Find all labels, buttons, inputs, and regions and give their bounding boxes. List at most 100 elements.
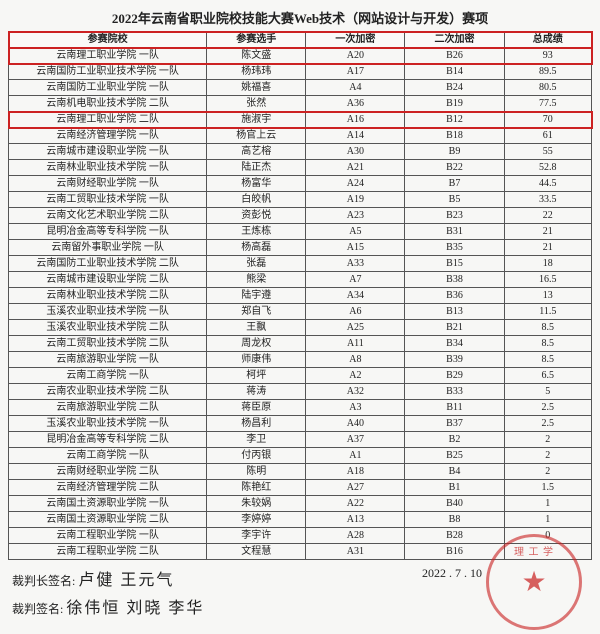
cell-e2: B24 <box>405 80 504 96</box>
cell-school: 云南文化艺术职业学院 二队 <box>9 208 207 224</box>
judge-label: 裁判签名: <box>12 602 63 616</box>
page-title: 2022年云南省职业院校技能大赛Web技术（网站设计与开发）赛项 <box>8 8 592 27</box>
table-row: 云南机电职业技术学院 二队张然A36B1977.5 <box>9 96 592 112</box>
cell-score: 2 <box>504 448 591 464</box>
cell-e1: A23 <box>306 208 405 224</box>
cell-e2: B28 <box>405 528 504 544</box>
cell-e1: A24 <box>306 176 405 192</box>
cell-score: 18 <box>504 256 591 272</box>
cell-score: 8.5 <box>504 336 591 352</box>
cell-school: 云南国防工业职业学院 一队 <box>9 80 207 96</box>
cell-player: 蒋涛 <box>207 384 306 400</box>
cell-e1: A28 <box>306 528 405 544</box>
cell-score: 33.5 <box>504 192 591 208</box>
cell-score: 21 <box>504 240 591 256</box>
cell-school: 云南财经职业学院 二队 <box>9 464 207 480</box>
cell-school: 云南工贸职业技术学院 一队 <box>9 192 207 208</box>
cell-school: 云南旅游职业学院 二队 <box>9 400 207 416</box>
cell-school: 云南机电职业技术学院 二队 <box>9 96 207 112</box>
cell-score: 1 <box>504 512 591 528</box>
cell-score: 8.5 <box>504 320 591 336</box>
table-row: 云南林业职业技术学院 一队陆正杰A21B2252.8 <box>9 160 592 176</box>
table-row: 云南财经职业学院 一队杨富华A24B744.5 <box>9 176 592 192</box>
col-enc1: 一次加密 <box>306 32 405 48</box>
cell-score: 16.5 <box>504 272 591 288</box>
cell-player: 周龙权 <box>207 336 306 352</box>
cell-player: 杨高磊 <box>207 240 306 256</box>
cell-e2: B12 <box>405 112 504 128</box>
cell-school: 云南旅游职业学院 一队 <box>9 352 207 368</box>
cell-score: 2 <box>504 432 591 448</box>
cell-e1: A5 <box>306 224 405 240</box>
cell-score: 11.5 <box>504 304 591 320</box>
cell-player: 杨富华 <box>207 176 306 192</box>
cell-school: 云南国防工业职业技术学院 二队 <box>9 256 207 272</box>
cell-school: 昆明冶金高等专科学院 二队 <box>9 432 207 448</box>
cell-school: 云南城市建设职业学院 一队 <box>9 144 207 160</box>
cell-e1: A34 <box>306 288 405 304</box>
table-row: 云南经济管理学院 二队陈艳红A27B11.5 <box>9 480 592 496</box>
cell-e1: A21 <box>306 160 405 176</box>
cell-player: 张然 <box>207 96 306 112</box>
cell-e1: A1 <box>306 448 405 464</box>
cell-school: 云南理工职业学院 一队 <box>9 48 207 64</box>
cell-score: 13 <box>504 288 591 304</box>
cell-e2: B40 <box>405 496 504 512</box>
cell-score: 0 <box>504 528 591 544</box>
cell-school: 云南留外事职业学院 一队 <box>9 240 207 256</box>
cell-player: 杨昌利 <box>207 416 306 432</box>
col-player: 参赛选手 <box>207 32 306 48</box>
cell-school: 云南工商学院 一队 <box>9 448 207 464</box>
cell-e2: B19 <box>405 96 504 112</box>
cell-school: 云南农业职业技术学院 二队 <box>9 384 207 400</box>
cell-school: 云南国防工业职业技术学院 一队 <box>9 64 207 80</box>
cell-score: 22 <box>504 208 591 224</box>
table-row: 云南理工职业学院 一队陈文盛A20B2693 <box>9 48 592 64</box>
table-row: 云南工贸职业技术学院 二队周龙权A11B348.5 <box>9 336 592 352</box>
cell-e1: A27 <box>306 480 405 496</box>
cell-e1: A3 <box>306 400 405 416</box>
table-row: 昆明冶金高等专科学院 二队李卫A37B22 <box>9 432 592 448</box>
table-row: 云南工程职业学院 二队文程慧A31B16 <box>9 544 592 560</box>
cell-e2: B16 <box>405 544 504 560</box>
cell-e2: B34 <box>405 336 504 352</box>
cell-score: 6.5 <box>504 368 591 384</box>
cell-score: 8.5 <box>504 352 591 368</box>
cell-score: 2.5 <box>504 416 591 432</box>
table-row: 云南农业职业技术学院 二队蒋涛A32B335 <box>9 384 592 400</box>
cell-school: 昆明冶金高等专科学院 一队 <box>9 224 207 240</box>
cell-school: 云南经济管理学院 一队 <box>9 128 207 144</box>
cell-e2: B29 <box>405 368 504 384</box>
judge-head-signature: 卢健 王元气 <box>78 572 174 589</box>
table-row: 云南财经职业学院 二队陈明A18B42 <box>9 464 592 480</box>
cell-player: 高艺榕 <box>207 144 306 160</box>
cell-school: 玉溪农业职业技术学院 一队 <box>9 416 207 432</box>
cell-school: 云南经济管理学院 二队 <box>9 480 207 496</box>
cell-e2: B7 <box>405 176 504 192</box>
cell-player: 蒋臣原 <box>207 400 306 416</box>
table-row: 云南旅游职业学院 二队蒋臣原A3B112.5 <box>9 400 592 416</box>
cell-player: 杨玮玮 <box>207 64 306 80</box>
table-row: 云南工商学院 一队付丙银A1B252 <box>9 448 592 464</box>
cell-player: 张磊 <box>207 256 306 272</box>
cell-e1: A40 <box>306 416 405 432</box>
cell-score: 1 <box>504 496 591 512</box>
cell-school: 云南国土资源职业学院 二队 <box>9 512 207 528</box>
footer: 裁判长签名: 卢健 王元气 2022 . 7 . 10 裁判签名: 徐伟恒 刘晓… <box>8 566 592 626</box>
cell-e2: B33 <box>405 384 504 400</box>
cell-e2: B8 <box>405 512 504 528</box>
cell-player: 付丙银 <box>207 448 306 464</box>
judge-signatures: 徐伟恒 刘晓 李华 <box>66 600 204 617</box>
table-row: 云南林业职业技术学院 二队陆宇遵A34B3613 <box>9 288 592 304</box>
cell-score: 89.5 <box>504 64 591 80</box>
cell-score: 2 <box>504 464 591 480</box>
table-row: 昆明冶金高等专科学院 一队王炼栋A5B3121 <box>9 224 592 240</box>
table-row: 云南理工职业学院 二队施淑宇A16B1270 <box>9 112 592 128</box>
cell-e2: B25 <box>405 448 504 464</box>
cell-school: 云南财经职业学院 一队 <box>9 176 207 192</box>
cell-player: 王炼栋 <box>207 224 306 240</box>
cell-e1: A25 <box>306 320 405 336</box>
cell-school: 云南林业职业技术学院 一队 <box>9 160 207 176</box>
cell-school: 云南工贸职业技术学院 二队 <box>9 336 207 352</box>
col-score: 总成绩 <box>504 32 591 48</box>
